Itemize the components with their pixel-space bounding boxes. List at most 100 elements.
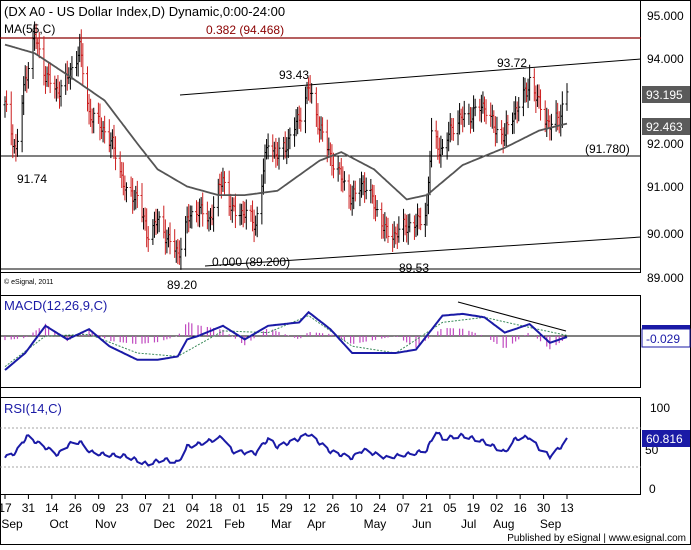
x-tick-label: 21: [420, 501, 434, 515]
price-bar: [517, 97, 521, 122]
fib-000-label: 0.000 (89.200): [212, 255, 290, 269]
price-y-axis: 95.000 94.000 92.000 91.000 90.000 89.00…: [647, 9, 684, 285]
candle-group: [3, 21, 569, 270]
x-month-label: Apr: [307, 517, 326, 531]
x-tick-label: 02: [490, 501, 504, 515]
chart-title: (DX A0 - US Dollar Index,D) Dynamic,0:00…: [4, 4, 285, 19]
price-panel-frame: [0, 0, 641, 273]
lower-trendline: [204, 236, 642, 267]
price-bar: [451, 118, 455, 141]
x-tick-label: 23: [115, 501, 129, 515]
price-bar: [565, 83, 569, 111]
level-91780-label: (91.780): [585, 142, 630, 156]
price-tick: 92.000: [647, 137, 684, 151]
macd-label: MACD(12,26,9,C): [4, 298, 107, 313]
price-bar: [419, 207, 423, 231]
ma55-line: [4, 43, 568, 201]
price-bar: [331, 152, 335, 179]
macd-value-tag: -0.029: [641, 325, 691, 348]
x-month-label: Sep: [540, 517, 562, 531]
price-bar: [397, 216, 401, 243]
price-tick: 91.000: [647, 180, 684, 194]
price-bar: [266, 133, 270, 160]
x-month-label: Nov: [95, 517, 116, 531]
x-tick-label: 17: [0, 501, 12, 515]
x-tick-label: 12: [303, 501, 317, 515]
x-month-label: 2021: [186, 517, 213, 531]
low-8953-label: 89.53: [399, 261, 429, 275]
price-bar: [386, 217, 390, 244]
price-bar: [70, 56, 74, 80]
price-bar: [201, 192, 205, 227]
rsi-tick: 0: [649, 482, 656, 496]
price-bar: [244, 199, 248, 230]
price-bar: [190, 205, 194, 229]
x-tick-label: 16: [513, 501, 527, 515]
x-month-label: Feb: [224, 517, 245, 531]
footer-credit: Published by eSignal | www.esignal.com: [507, 533, 686, 544]
x-tick-label: 05: [443, 501, 457, 515]
price-bar: [484, 99, 488, 125]
low-9174-label: 91.74: [17, 172, 47, 186]
price-tick: 94.000: [647, 52, 684, 66]
price-bar: [81, 43, 85, 85]
price-bar: [506, 114, 510, 135]
x-axis-months: Sep Oct Nov Dec 2021 Feb Mar Apr May Jun Jul Aug Sep: [1, 517, 561, 531]
rsi-label: RSI(14,C): [4, 401, 62, 416]
price-bar: [321, 117, 325, 142]
price-bar: [26, 62, 30, 89]
macd-value: -0.029: [646, 332, 680, 346]
x-tick-label: 07: [139, 501, 153, 515]
macd-panel-frame: [0, 295, 641, 388]
price-bar: [408, 213, 412, 233]
x-tick-label: 21: [162, 501, 176, 515]
x-tick-label: 26: [326, 501, 340, 515]
price-bar: [353, 180, 357, 202]
price-bar: [103, 115, 107, 144]
x-tick-label: 07: [396, 501, 410, 515]
x-tick-label: 26: [69, 501, 83, 515]
x-month-label: May: [364, 517, 387, 531]
x-tick-label: 19: [467, 501, 481, 515]
price-tick: 90.000: [647, 227, 684, 241]
x-tick-label: 15: [256, 501, 270, 515]
price-bar: [168, 222, 172, 255]
x-tick-label: 30: [537, 501, 551, 515]
price-bar: [157, 211, 161, 233]
price-bar: [15, 128, 19, 157]
high-9372-label: 93.72: [497, 56, 527, 70]
rsi-tick: 100: [650, 401, 670, 415]
price-bar: [233, 193, 237, 229]
price-bar: [375, 199, 379, 217]
price-bar: [430, 117, 434, 168]
price-tick: 89.000: [647, 271, 684, 285]
x-tick-label: 13: [560, 501, 574, 515]
x-month-label: Mar: [271, 517, 292, 531]
price-bar: [462, 100, 466, 128]
price-bar: [539, 89, 543, 121]
x-tick-label: 10: [350, 501, 364, 515]
price-bar: [114, 136, 118, 171]
last-price-tag: 93.195: [642, 86, 690, 103]
price-bar: [255, 206, 259, 238]
price-bar: [364, 177, 368, 200]
x-axis: 17 31 14 26 09 23 07 21 04 18 01 15 29 12 26 10 24 07 21 05…: [0, 495, 574, 515]
price-bar: [48, 62, 52, 94]
ma-value-tag: 92.463: [642, 118, 690, 135]
price-bar: [560, 91, 564, 128]
high-9343-label: 93.43: [279, 68, 309, 82]
x-tick-label: 29: [279, 501, 293, 515]
price-bar: [277, 137, 281, 170]
price-bar: [5, 90, 9, 112]
price-tick: 95.000: [647, 9, 684, 23]
x-month-label: Jul: [461, 517, 476, 531]
price-bar: [310, 83, 314, 104]
last-price-value: 93.195: [646, 88, 683, 102]
x-tick-label: 24: [373, 501, 387, 515]
price-bar: [135, 180, 139, 208]
x-tick-label: 31: [22, 501, 36, 515]
low-8920-label: 89.20: [167, 278, 197, 292]
price-bar: [440, 138, 444, 156]
x-month-label: Sep: [1, 517, 23, 531]
